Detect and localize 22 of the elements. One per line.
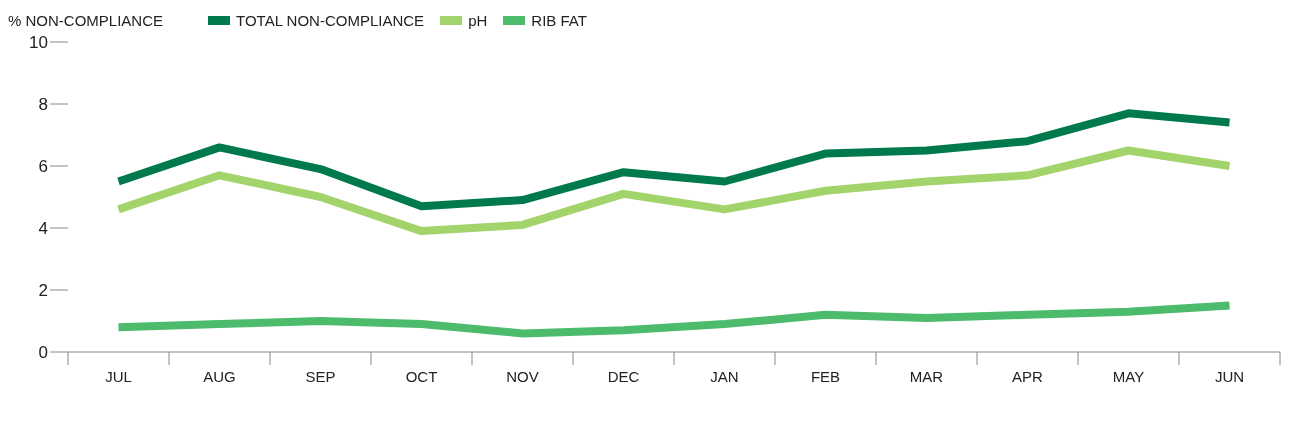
x-tick-label: MAY — [1112, 368, 1145, 385]
y-axis-title: % NON-COMPLIANCE — [8, 11, 164, 29]
x-tick-label: OCT — [405, 368, 438, 385]
x-tick-label: SEP — [305, 368, 336, 385]
legend-label: RIB FAT — [531, 11, 587, 29]
x-tick-label: JUN — [1214, 368, 1245, 385]
y-tick-label: 6 — [38, 157, 48, 177]
x-tick-label: DEC — [607, 368, 640, 385]
y-tick-label: 8 — [38, 95, 48, 115]
y-tick-label: 4 — [38, 219, 48, 239]
x-tick-label: JAN — [710, 368, 739, 385]
legend-label: pH — [468, 11, 488, 29]
x-tick-label: MAR — [909, 368, 944, 385]
x-tick-label: JUL — [105, 368, 132, 385]
x-tick-label: NOV — [506, 368, 539, 385]
y-tick-label: 10 — [29, 33, 48, 53]
x-tick-label: FEB — [810, 368, 841, 385]
x-tick-label: APR — [1012, 368, 1044, 385]
legend-label: TOTAL NON-COMPLIANCE — [236, 11, 425, 29]
y-tick-label: 0 — [38, 343, 48, 363]
x-tick-label: AUG — [203, 368, 236, 385]
y-tick-label: 2 — [38, 281, 48, 301]
